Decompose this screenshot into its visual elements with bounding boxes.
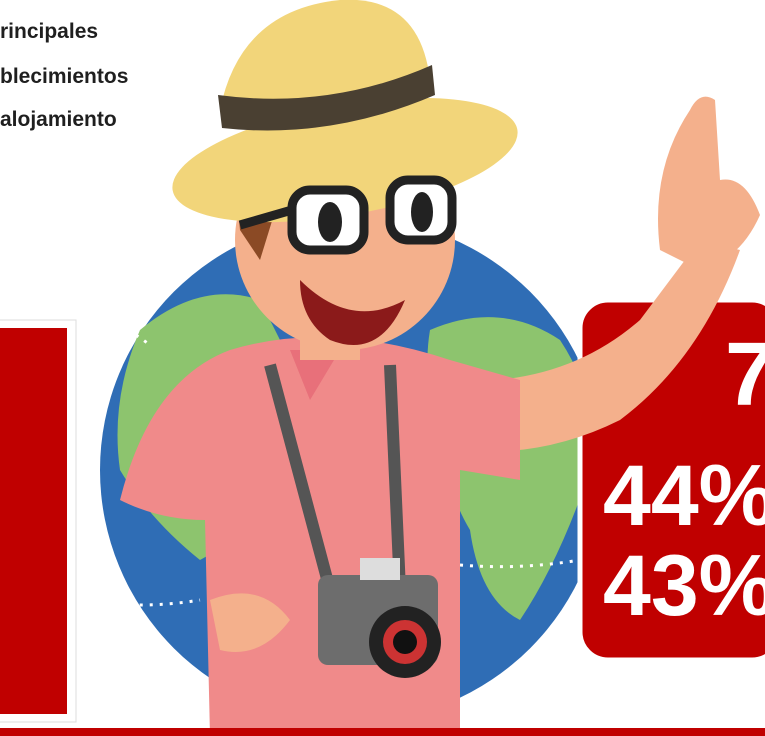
hand xyxy=(658,96,760,271)
dotted-line xyxy=(109,318,151,347)
hat-crown xyxy=(220,0,430,112)
stat: 44% xyxy=(603,448,765,544)
collar xyxy=(290,350,340,400)
stat: 43% xyxy=(603,538,765,634)
dotted-line xyxy=(79,598,201,607)
camera-flash xyxy=(360,558,400,580)
mouth xyxy=(300,280,405,345)
left-box-border xyxy=(0,319,77,723)
left-box xyxy=(0,322,73,720)
eye xyxy=(318,202,342,242)
camera-lens-center xyxy=(393,630,417,654)
glasses-arm xyxy=(238,205,294,230)
header-line: blecimientos xyxy=(0,65,128,88)
eye xyxy=(411,192,433,232)
camera-strap xyxy=(264,363,406,592)
dotted-line xyxy=(459,558,581,569)
header-line: rincipales xyxy=(0,20,98,43)
bottom-bar xyxy=(0,728,765,736)
hat-band xyxy=(218,65,435,131)
header-line: alojamiento xyxy=(0,108,117,131)
hand xyxy=(210,593,290,652)
stat: 7 xyxy=(725,325,765,425)
